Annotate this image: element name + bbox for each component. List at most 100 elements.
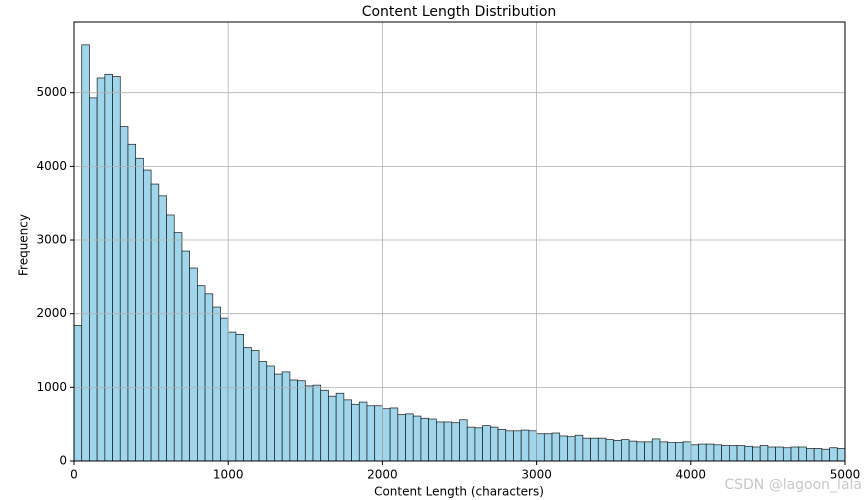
bar (628, 440, 638, 462)
bar (675, 442, 684, 462)
bar (351, 403, 360, 462)
bar (204, 293, 214, 462)
bar (613, 440, 622, 462)
y-tick-label: 1000 (36, 380, 67, 394)
bar (559, 435, 568, 462)
bar (335, 392, 345, 462)
bar (605, 439, 615, 462)
bar (759, 445, 769, 462)
bar (227, 331, 237, 462)
watermark: CSDN @lagoon_lala (724, 477, 862, 493)
bar (127, 143, 137, 462)
bar (520, 429, 530, 462)
bar (119, 126, 129, 462)
bar (728, 445, 738, 462)
bar (466, 426, 476, 462)
bar (705, 443, 715, 462)
bar (752, 446, 761, 462)
bar (382, 408, 391, 462)
x-tick-label: 0 (70, 468, 78, 482)
bar (173, 232, 183, 462)
bar (104, 73, 113, 462)
bar (528, 430, 537, 462)
y-tick-label: 2000 (36, 306, 67, 320)
bar (690, 444, 699, 462)
x-tick-label: 1000 (213, 468, 244, 482)
bar (212, 306, 221, 462)
bar (713, 444, 722, 462)
bar (281, 371, 291, 462)
bar (250, 350, 260, 462)
bar (397, 414, 406, 462)
bar (235, 333, 244, 462)
bar (736, 445, 746, 462)
bar (420, 417, 430, 462)
y-tick-label: 3000 (36, 233, 67, 247)
y-tick-label: 5000 (36, 85, 67, 99)
bar (813, 448, 823, 462)
bar (412, 415, 422, 462)
bar (436, 421, 445, 462)
bar (258, 361, 268, 462)
bar (621, 439, 630, 462)
bar (289, 379, 298, 462)
bar (405, 413, 414, 462)
bar (505, 430, 514, 462)
bar (81, 44, 90, 462)
y-tick-label: 4000 (36, 159, 67, 173)
bar (482, 425, 491, 462)
bar (590, 437, 599, 462)
bar (158, 195, 167, 462)
bar (574, 434, 584, 462)
bar (698, 443, 707, 462)
bar (667, 442, 676, 462)
bar (682, 441, 692, 462)
bar (297, 380, 306, 462)
bar (304, 385, 314, 462)
bar (89, 97, 98, 462)
bar (582, 437, 591, 462)
bar (220, 317, 229, 462)
bar (181, 250, 191, 462)
bar (767, 446, 776, 462)
bar (266, 365, 275, 462)
bar (358, 401, 368, 462)
bar (428, 418, 437, 462)
bar (821, 448, 830, 462)
bar (451, 422, 460, 462)
y-axis-label: Frequency (17, 214, 31, 276)
bar (389, 407, 399, 462)
bar (73, 325, 83, 462)
bar (366, 405, 376, 462)
bar (513, 430, 522, 462)
bar (782, 447, 792, 462)
bar (374, 405, 383, 462)
x-tick-label: 2000 (367, 468, 398, 482)
bar (328, 395, 337, 462)
bar (636, 441, 645, 462)
bar (143, 169, 152, 462)
bar (597, 437, 607, 462)
bar (806, 448, 815, 462)
bar (459, 419, 468, 462)
x-tick-label: 3000 (521, 468, 552, 482)
bar (536, 433, 545, 462)
bar (489, 426, 499, 462)
bar (243, 347, 252, 462)
bar (551, 432, 561, 462)
bar (651, 438, 661, 462)
bar (644, 441, 653, 462)
bar (790, 446, 800, 462)
bar (320, 389, 329, 462)
x-tick-label: 4000 (676, 468, 707, 482)
bar (135, 157, 144, 462)
bar (474, 427, 483, 462)
bar (189, 267, 198, 462)
bar (166, 214, 175, 462)
bar (96, 77, 106, 462)
y-tick-label: 0 (59, 454, 67, 468)
x-axis-label: Content Length (characters) (374, 485, 544, 499)
bar (836, 448, 846, 462)
bar (112, 76, 121, 462)
bar (197, 285, 206, 462)
